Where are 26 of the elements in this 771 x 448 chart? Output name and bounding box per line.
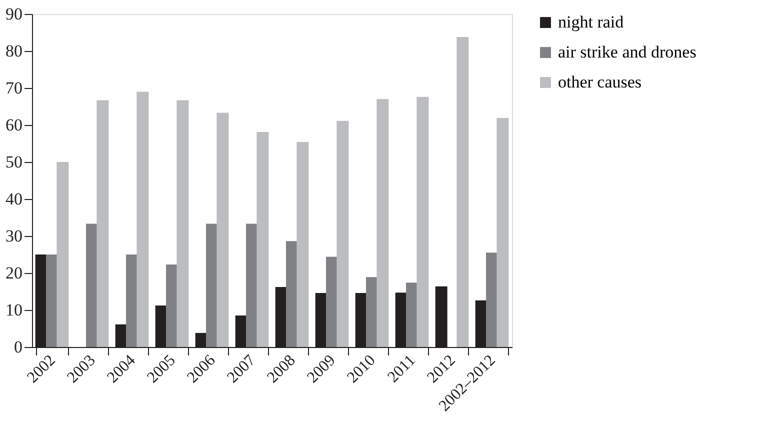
y-tick-label: 90 bbox=[6, 4, 22, 24]
y-tick-label: 0 bbox=[14, 338, 22, 356]
bar bbox=[296, 142, 309, 347]
y-tick-label: 50 bbox=[6, 152, 22, 172]
bar bbox=[56, 162, 69, 347]
legend-label: other causes bbox=[558, 72, 642, 92]
bar bbox=[416, 96, 429, 347]
y-tick-label: 20 bbox=[6, 264, 22, 282]
bar bbox=[176, 100, 189, 347]
y-tick-label: 60 bbox=[6, 116, 22, 134]
y-tick-label: 70 bbox=[6, 78, 22, 98]
x-tick-label: 2011 bbox=[384, 352, 419, 386]
y-tick-label: 30 bbox=[6, 226, 22, 246]
bar bbox=[496, 118, 509, 347]
bar bbox=[456, 36, 469, 347]
bar bbox=[256, 132, 269, 347]
y-tick-label: 40 bbox=[6, 190, 22, 208]
legend-label: air strike and drones bbox=[558, 42, 696, 62]
bar bbox=[336, 120, 349, 347]
bar bbox=[96, 100, 109, 347]
legend-label: night raid bbox=[558, 12, 624, 32]
y-tick-label: 80 bbox=[6, 42, 22, 60]
bar bbox=[136, 92, 149, 347]
bar bbox=[376, 99, 389, 347]
bar bbox=[216, 112, 229, 347]
y-tick-label: 10 bbox=[6, 300, 22, 320]
